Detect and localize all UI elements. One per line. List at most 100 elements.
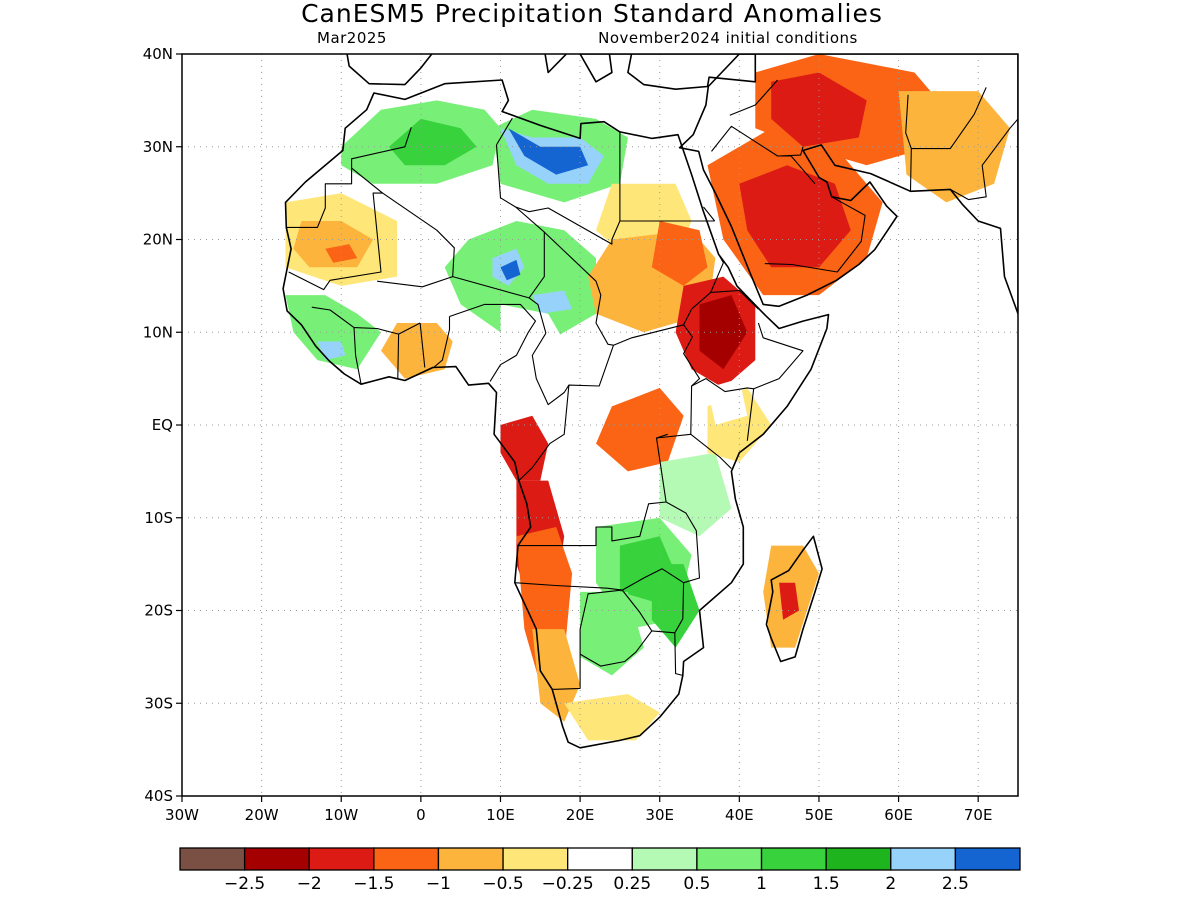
- lon-tick-label: 30E: [645, 806, 674, 824]
- country-border: [674, 632, 683, 676]
- anomaly-region-gabon-red: [500, 415, 549, 481]
- country-border: [950, 118, 1018, 201]
- map-title: CanESM5 Precipitation Standard Anomalies: [301, 0, 883, 28]
- country-border: [377, 192, 455, 288]
- lat-tick-label: EQ: [152, 416, 173, 434]
- colorbar-swatch: [567, 847, 633, 871]
- country-border: [683, 289, 759, 326]
- colorbar-tick-label: 1.5: [813, 874, 840, 894]
- country-border: [496, 117, 513, 146]
- country-border: [353, 327, 400, 379]
- colorbar-swatch: [760, 847, 827, 871]
- lat-tick-label: 20S: [144, 602, 173, 620]
- coastlines-and-borders: [282, 54, 1018, 749]
- longitude-axis: 30W 20W 10W 0 10E 20E 30E 40E 50E 60E 70E: [165, 796, 992, 824]
- lat-tick-label: 10N: [143, 323, 173, 341]
- country-border: [518, 385, 570, 481]
- anomaly-map: [182, 54, 1018, 796]
- colorbar: −2.5 −2 −1.5 −1 −0.5 −0.25 0.25 0.5 1 1.5 2 2.5: [179, 847, 1021, 894]
- colorbar-swatch: [890, 847, 957, 871]
- country-border: [552, 629, 581, 690]
- country-border: [543, 231, 614, 346]
- anomaly-region-sahel-central-green: [444, 221, 596, 342]
- country-border: [905, 94, 912, 192]
- colorbar-tick-label: 2.5: [942, 874, 969, 894]
- country-border: [433, 316, 451, 368]
- country-border: [764, 263, 838, 273]
- lon-tick-label: 30W: [165, 806, 199, 824]
- country-border: [753, 322, 804, 390]
- anomaly-region-kenya-white: [707, 378, 748, 425]
- anomaly-region-namibia-orange: [532, 629, 581, 722]
- country-border: [449, 303, 537, 382]
- anomaly-region-westafrica-green: [285, 295, 381, 370]
- country-border: [515, 206, 545, 299]
- country-border: [729, 79, 779, 116]
- country-border: [703, 206, 716, 222]
- anomaly-region-niger-deepblue: [500, 259, 521, 281]
- colorbar-swatch: [631, 847, 698, 871]
- colorbar-swatch: [696, 847, 763, 871]
- country-border: [710, 254, 724, 293]
- colorbar-tick-label: 0.25: [613, 874, 651, 894]
- colorbar-tick-label: −1.5: [353, 874, 394, 894]
- lon-tick-label: 40E: [725, 806, 754, 824]
- anomaly-region-botswana-green: [580, 591, 644, 676]
- anomaly-region-chad-blue: [532, 290, 573, 314]
- lon-tick-label: 20E: [566, 806, 595, 824]
- lon-tick-label: 50E: [805, 806, 834, 824]
- lon-tick-label: 70E: [964, 806, 993, 824]
- country-border: [452, 276, 547, 334]
- coastline-madagascar: [765, 535, 823, 663]
- lat-tick-label: 20N: [143, 231, 173, 249]
- anomaly-region-southafrica-yellow: [564, 694, 660, 741]
- anomaly-region-arabia-red: [739, 165, 851, 268]
- colorbar-tick-label: −1: [426, 874, 451, 894]
- colorbar-swatch: [954, 847, 1021, 871]
- colorbar-swatch: [437, 847, 504, 871]
- lon-tick-label: 20W: [245, 806, 279, 824]
- country-border: [398, 322, 421, 335]
- colorbar-tick-label: −2.5: [224, 874, 265, 894]
- country-border: [579, 589, 653, 667]
- anomaly-region-congo-basin-red: [596, 387, 684, 472]
- colorbar-tick-label: −0.5: [482, 874, 523, 894]
- country-border: [495, 131, 621, 245]
- anomaly-region-chad-nigeria-white: [500, 304, 565, 361]
- colorbar-tick-label: −2: [297, 874, 322, 894]
- country-border: [613, 324, 701, 387]
- coastline-arabia: [678, 54, 1018, 315]
- colorbar-tick-label: 2: [885, 874, 896, 894]
- lon-tick-label: 0: [416, 806, 426, 824]
- anomaly-region-pakistan-orange: [898, 91, 1010, 203]
- colorbar-swatch: [243, 847, 310, 871]
- lat-tick-label: 30S: [144, 694, 173, 712]
- anomaly-region-mauritania-red: [325, 244, 358, 263]
- anomaly-region-algeria-core: [389, 118, 477, 166]
- anomaly-region-tanzania-green: [659, 452, 732, 537]
- subtitle-initial-conditions: November2024 initial conditions: [598, 29, 858, 47]
- country-border: [711, 125, 816, 185]
- lon-tick-label: 10W: [324, 806, 358, 824]
- country-border: [911, 87, 987, 150]
- anomaly-region-mozambique-green: [651, 564, 700, 648]
- colorbar-swatch: [373, 847, 440, 871]
- country-border: [419, 322, 426, 368]
- subtitle-month: Mar2025: [317, 29, 387, 47]
- colorbar-swatch: [308, 847, 375, 871]
- map-gridlines: [182, 54, 1018, 796]
- lat-tick-label: 10S: [144, 509, 173, 527]
- country-border: [285, 168, 353, 228]
- country-border: [531, 332, 615, 406]
- country-border: [518, 501, 667, 547]
- colorbar-swatch: [179, 847, 246, 871]
- colorbar-swatch: [825, 847, 892, 871]
- lat-tick-label: 30N: [143, 138, 173, 156]
- country-border: [351, 127, 412, 169]
- lon-tick-label: 60E: [884, 806, 913, 824]
- anomaly-region-ethiopia-darkred: [699, 295, 748, 370]
- anomaly-region-eastsudan-orange: [651, 221, 708, 286]
- anomaly-region-iraq-red: [771, 72, 867, 147]
- latitude-axis: 40N 30N 20N 10N EQ 10S 20S 30S 40S: [143, 45, 182, 805]
